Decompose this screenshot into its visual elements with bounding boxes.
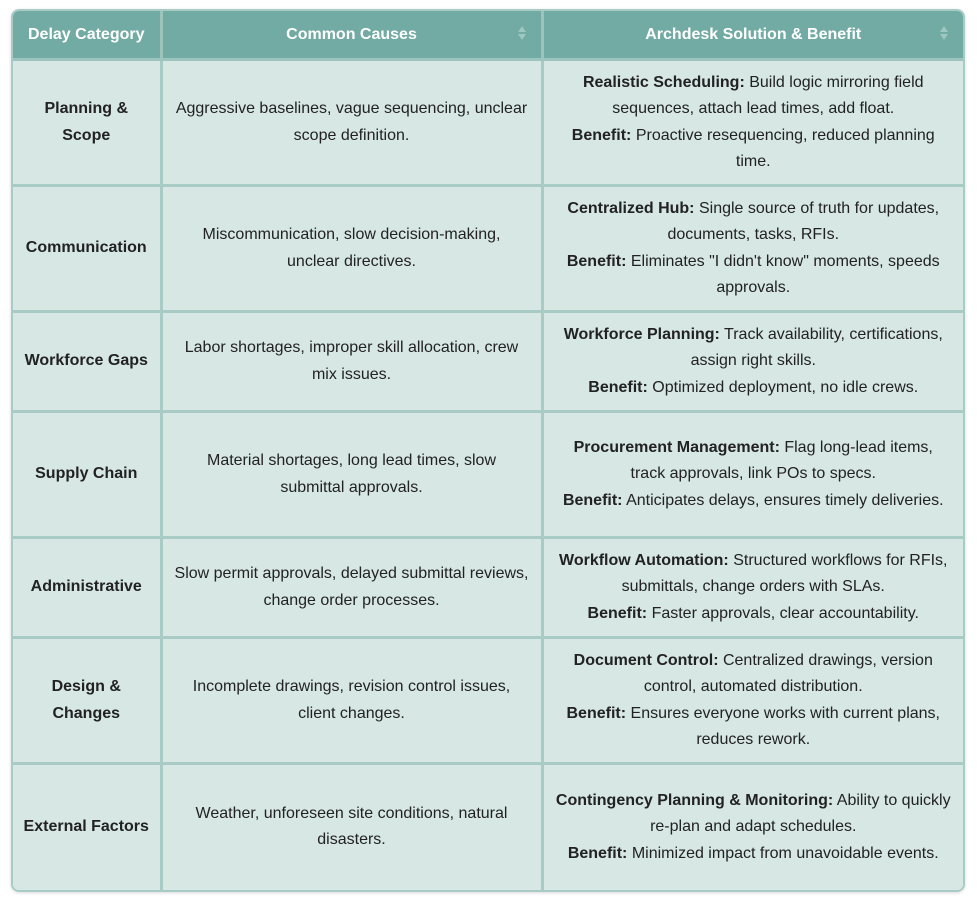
category-cell: External Factors [13,762,163,890]
solution-description: Flag long-lead items, track approvals, l… [630,438,933,483]
category-cell: Administrative [13,536,163,639]
solution-cell: Workforce Planning: Track availability, … [540,310,963,413]
sort-icon[interactable] [939,25,949,41]
solution-description: Ability to quickly re-plan and adapt sch… [650,791,951,836]
benefit-description: Eliminates "I didn't know" moments, spee… [630,252,940,297]
benefit-description: Optimized deployment, no idle crews. [652,378,919,396]
solution-text: Workforce Planning: Track availability, … [556,322,952,375]
benefit-text: Benefit: Optimized deployment, no idle c… [556,375,952,402]
benefit-text: Benefit: Anticipates delays, ensures tim… [556,488,952,515]
causes-cell: Miscommunication, slow decision-making, … [159,184,544,313]
solution-description: Centralized drawings, version control, a… [643,651,933,696]
category-cell: Design & Changes [13,636,163,765]
solution-label: Workforce Planning: [563,325,720,343]
table-row: Planning & Scope Aggressive baselines, va… [13,58,963,187]
benefit-description: Ensures everyone works with current plan… [630,704,940,749]
benefit-label: Benefit: [567,844,628,862]
benefit-description: Anticipates delays, ensures timely deliv… [626,491,944,509]
solution-cell: Contingency Planning & Monitoring: Abili… [540,762,963,890]
table-row: Design & Changes Incomplete drawings, rev… [13,636,963,765]
table: Delay Category Common Causes Archdesk So… [13,11,963,890]
header-cell[interactable]: Common Causes [159,11,544,61]
solution-text: Realistic Scheduling: Build logic mirror… [556,70,952,123]
solution-label: Document Control: [573,651,719,669]
solution-cell: Centralized Hub: Single source of truth … [540,184,963,313]
solution-label: Contingency Planning & Monitoring: [555,791,834,809]
benefit-text: Benefit: Proactive resequencing, reduced… [556,123,952,176]
header-text: Archdesk Solution & Benefit [645,25,862,43]
category-cell: Workforce Gaps [13,310,163,413]
benefit-description: Proactive resequencing, reduced planning… [635,126,935,171]
header-cell[interactable]: Archdesk Solution & Benefit [540,11,963,61]
solution-label: Realistic Scheduling: [582,73,745,91]
causes-cell: Weather, unforeseen site conditions, nat… [159,762,544,890]
solution-text: Procurement Management: Flag long-lead i… [556,435,952,488]
header-row: Delay Category Common Causes Archdesk So… [13,11,963,61]
causes-cell: Aggressive baselines, vague sequencing, … [159,58,544,187]
benefit-text: Benefit: Eliminates "I didn't know" mome… [556,249,952,302]
causes-cell: Slow permit approvals, delayed submittal… [159,536,544,639]
benefit-label: Benefit: [566,252,627,270]
benefit-label: Benefit: [587,604,648,622]
sort-icon[interactable] [517,25,527,41]
solution-cell: Document Control: Centralized drawings, … [540,636,963,765]
benefit-text: Benefit: Minimized impact from unavoidab… [556,841,952,868]
benefit-text: Benefit: Ensures everyone works with cur… [556,701,952,754]
benefit-description: Minimized impact from unavoidable events… [631,844,939,862]
benefit-label: Benefit: [566,704,627,722]
benefit-description: Faster approvals, clear accountability. [651,604,919,622]
solution-text: Contingency Planning & Monitoring: Abili… [556,788,952,841]
solution-text: Centralized Hub: Single source of truth … [556,196,952,249]
header-text: Common Causes [286,25,417,43]
table-row: Administrative Slow permit approvals, del… [13,536,963,639]
causes-cell: Material shortages, long lead times, slo… [159,410,544,539]
causes-cell: Labor shortages, improper skill allocati… [159,310,544,413]
causes-cell: Incomplete drawings, revision control is… [159,636,544,765]
solution-description: Structured workflows for RFIs, submittal… [621,551,948,596]
solution-cell: Procurement Management: Flag long-lead i… [540,410,963,539]
solution-cell: Workflow Automation: Structured workflow… [540,536,963,639]
table-row: External Factors Weather, unforeseen site… [13,762,963,890]
benefit-label: Benefit: [571,126,632,144]
table-container: Delay Category Common Causes Archdesk So… [11,9,965,892]
header-cell: Delay Category [13,11,163,61]
solution-label: Workflow Automation: [559,551,729,569]
benefit-label: Benefit: [588,378,648,396]
table-row: Communication Miscommunication, slow deci… [13,184,963,313]
solution-label: Centralized Hub: [567,199,695,217]
table-row: Supply Chain Material shortages, long lea… [13,410,963,539]
solution-text: Document Control: Centralized drawings, … [556,648,952,701]
solution-description: Build logic mirroring field sequences, a… [612,73,924,118]
category-cell: Communication [13,184,163,313]
category-cell: Planning & Scope [13,58,163,187]
solution-description: Track availability, certifications, assi… [690,325,943,370]
solution-text: Workflow Automation: Structured workflow… [556,548,952,601]
solution-description: Single source of truth for updates, docu… [667,199,940,244]
category-cell: Supply Chain [13,410,163,539]
table-row: Workforce Gaps Labor shortages, improper … [13,310,963,413]
benefit-label: Benefit: [562,491,623,509]
solution-cell: Realistic Scheduling: Build logic mirror… [540,58,963,187]
benefit-text: Benefit: Faster approvals, clear account… [556,601,952,628]
table-body: Planning & Scope Aggressive baselines, va… [13,58,963,890]
solution-label: Procurement Management: [573,438,780,456]
